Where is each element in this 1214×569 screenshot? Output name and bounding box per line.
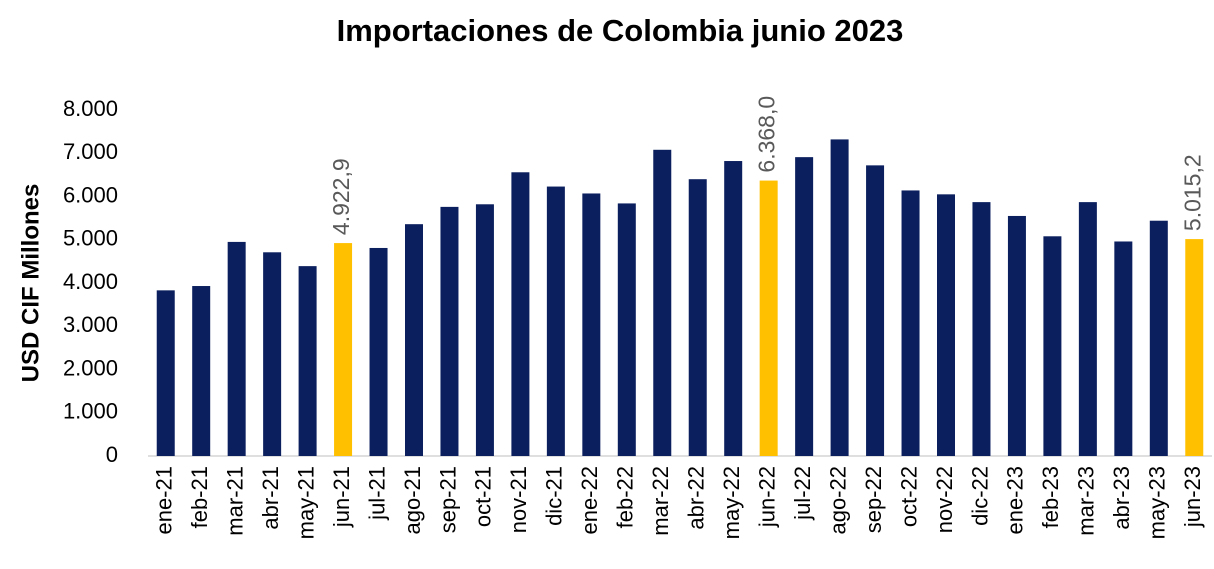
x-tick-label: abr-23 <box>1109 466 1134 530</box>
x-tick-label: ene-22 <box>577 466 602 535</box>
bar <box>759 180 778 457</box>
x-tick-label: ago-22 <box>825 466 850 535</box>
x-tick-label: ago-21 <box>400 466 425 535</box>
x-tick-label: jun-22 <box>754 466 779 528</box>
data-label: 4.922,9 <box>328 158 354 235</box>
x-tick-label: may-21 <box>293 466 318 539</box>
x-tick-label: nov-22 <box>932 466 957 533</box>
bar <box>511 172 530 456</box>
bar <box>901 190 920 456</box>
y-tick-label: 6.000 <box>63 182 118 207</box>
x-tick-label: jun-21 <box>329 466 354 528</box>
x-tick-label: oct-21 <box>471 466 496 527</box>
x-tick-label: abr-21 <box>258 466 283 530</box>
x-tick-label: may-22 <box>719 466 744 539</box>
bar <box>334 243 353 456</box>
x-tick-label: ene-21 <box>152 466 177 535</box>
x-tick-label: abr-22 <box>684 466 709 530</box>
x-tick-label: jun-23 <box>1180 466 1205 528</box>
data-label: 6.368,0 <box>754 96 780 173</box>
x-tick-label: feb-21 <box>187 466 212 528</box>
bar <box>298 266 317 456</box>
x-tick-label: sep-21 <box>435 466 460 533</box>
bar <box>688 179 707 456</box>
bar <box>475 204 494 456</box>
bar <box>866 165 885 457</box>
bar <box>1114 241 1133 456</box>
x-tick-label: jul-22 <box>790 466 815 521</box>
bar <box>546 186 565 457</box>
bar <box>405 224 423 456</box>
x-tick-label: mar-22 <box>648 466 673 536</box>
y-tick-label: 4.000 <box>63 269 118 294</box>
bar <box>795 157 814 456</box>
y-tick-label: 7.000 <box>63 139 118 164</box>
x-tick-label: may-23 <box>1145 466 1170 539</box>
y-axis-label: USD CIF Millones <box>17 184 44 383</box>
x-tick-label: feb-22 <box>613 466 638 528</box>
bar <box>369 247 388 456</box>
bar <box>156 290 175 456</box>
bar <box>1149 220 1168 456</box>
bar <box>440 206 459 456</box>
bar <box>263 252 282 456</box>
bar <box>1043 236 1062 456</box>
bar <box>724 161 743 456</box>
y-tick-label: 1.000 <box>63 399 118 424</box>
x-tick-label: dic-21 <box>542 466 567 526</box>
y-tick-label: 5.000 <box>63 226 118 251</box>
x-tick-label: oct-22 <box>896 466 921 527</box>
bar <box>1078 202 1097 456</box>
x-tick-label: feb-23 <box>1038 466 1063 528</box>
bar <box>937 194 955 456</box>
bar <box>227 241 246 456</box>
x-tick-label: nov-21 <box>506 466 531 533</box>
x-tick-label: sep-22 <box>861 466 886 533</box>
bar <box>830 139 849 456</box>
bar <box>617 203 636 456</box>
chart-title: Importaciones de Colombia junio 2023 <box>336 13 904 48</box>
y-tick-label: 3.000 <box>63 312 118 337</box>
y-tick-label: 0 <box>106 442 118 467</box>
x-tick-label: ene-23 <box>1003 466 1028 535</box>
bar <box>1007 215 1026 456</box>
y-tick-label: 8.000 <box>63 96 118 121</box>
bar <box>582 193 601 456</box>
x-tick-label: dic-22 <box>967 466 992 526</box>
y-tick-label: 2.000 <box>63 355 118 380</box>
x-tick-label: jul-21 <box>364 466 389 521</box>
bar <box>653 149 672 457</box>
bar <box>972 202 991 456</box>
bar <box>192 286 211 456</box>
bar <box>1185 239 1204 456</box>
x-tick-label: mar-23 <box>1074 466 1099 536</box>
data-label: 5.015,2 <box>1179 154 1205 231</box>
x-tick-label: mar-21 <box>222 466 247 536</box>
